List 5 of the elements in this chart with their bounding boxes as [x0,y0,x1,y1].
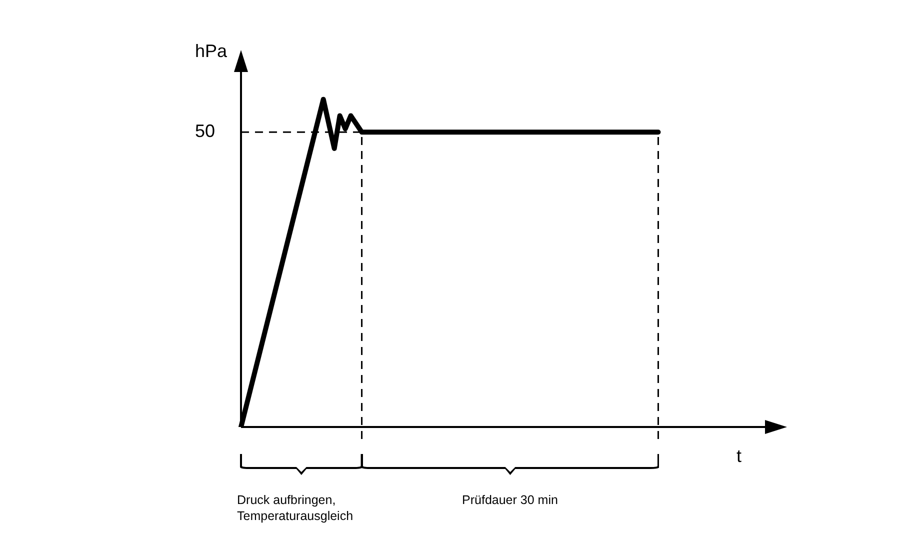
text: Druck aufbringen, Temperaturausgleich [237,492,354,524]
y-axis-title: hPa [194,40,228,61]
text: 50 [194,121,215,142]
text: Prüfdauer 30 min [461,492,559,508]
x-axis-title: t [736,446,742,466]
